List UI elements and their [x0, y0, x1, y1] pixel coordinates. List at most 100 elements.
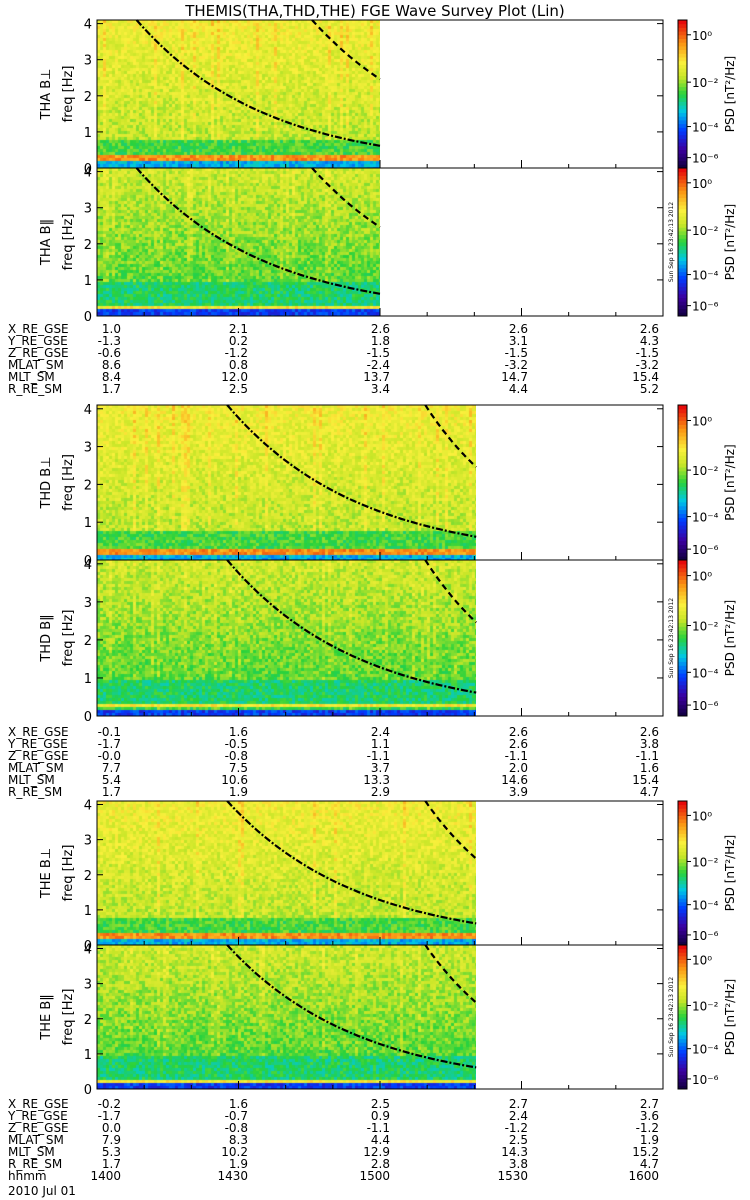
colorbar-step — [678, 540, 687, 545]
ephemeris-value: 1.8 — [370, 334, 390, 348]
ephemeris-value: 2.7 — [639, 1097, 659, 1111]
colorbar-step — [678, 945, 687, 950]
spectrogram-image — [97, 560, 476, 716]
ephemeris-value: 2.4 — [508, 1109, 528, 1123]
cyclotron-curve-2 — [424, 404, 477, 468]
y-tick-label: 3 — [84, 834, 92, 849]
colorbar-step — [678, 79, 687, 84]
ephemeris-value: 3.4 — [370, 382, 390, 396]
colorbar-step — [678, 455, 687, 460]
colorbar-step — [678, 1042, 687, 1047]
colorbar-step — [678, 891, 687, 896]
spectrogram-panel: 0 1 2 3 4 freq [Hz] THE B⊥ — [39, 799, 664, 954]
cyclotron-curve — [226, 800, 477, 925]
colorbar-step — [678, 153, 687, 158]
ephemeris-value: -1.2 — [224, 346, 248, 360]
colorbar-step — [678, 149, 687, 154]
colorbar-step — [678, 105, 687, 110]
colorbar-frame — [677, 559, 688, 717]
colorbar: 10⁰ 10⁻² 10⁻⁴ 10⁻⁶ PSD [nT²/Hz] Sun Sep 16 23… — [668, 559, 737, 717]
x-tick-label: 1600 — [628, 1169, 659, 1183]
y-tick-label: 3 — [84, 978, 92, 993]
colorbar-step — [678, 478, 687, 483]
colorbar-step — [678, 517, 687, 522]
colorbar-step — [678, 901, 687, 906]
ephemeris-value: 2.5 — [228, 382, 248, 396]
colorbar-step — [678, 119, 687, 125]
colorbar-step — [678, 665, 687, 670]
colorbar-step — [678, 1027, 687, 1032]
colorbar-label: PSD [nT²/Hz] — [723, 835, 737, 911]
ephemeris-value: 1.6 — [639, 761, 659, 775]
ephemeris-row-label: R_RE_SM — [8, 382, 63, 396]
panel-label: THA B⊥ — [39, 69, 54, 121]
y-tick-label: 2 — [84, 1013, 92, 1028]
colorbar-step — [678, 82, 687, 88]
colorbar-tick-label: 10⁻⁶ — [692, 152, 719, 166]
ephemeris-value: 2.8 — [370, 1157, 390, 1171]
colorbar-step — [678, 991, 687, 996]
colorbar: 10⁰ 10⁻² 10⁻⁴ 10⁻⁶ PSD [nT²/Hz] — [677, 404, 737, 561]
ephemeris-value: 2.5 — [370, 1097, 390, 1111]
colorbar-step — [678, 94, 687, 99]
colorbar: 10⁰ 10⁻² 10⁻⁴ 10⁻⁶ PSD [nT²/Hz] Sun Sep 16 23… — [668, 944, 737, 1090]
colorbar-step — [678, 948, 687, 953]
colorbar-tick-label: 10⁰ — [692, 415, 712, 429]
colorbar-step — [678, 1020, 687, 1025]
colorbar-step — [678, 548, 687, 553]
ephemeris-row-label: MLAT_SM — [8, 358, 64, 372]
ephemeris-row-label: Y_RE_GSE — [8, 737, 68, 751]
colorbar-step — [678, 436, 687, 441]
ephemeris-value: 3.9 — [508, 785, 528, 799]
colorbar-step — [678, 164, 687, 169]
y-tick-label: 1 — [84, 516, 92, 531]
colorbar-step — [678, 275, 687, 280]
colorbar-step — [678, 552, 687, 557]
colorbar-step — [678, 532, 687, 538]
colorbar-step — [678, 45, 687, 51]
colorbar-step — [678, 34, 687, 39]
colorbar-step — [678, 905, 687, 910]
ephemeris-value: 3.6 — [639, 1109, 659, 1123]
colorbar-step — [678, 595, 687, 600]
colorbar-step — [678, 626, 687, 631]
colorbar-step — [678, 97, 687, 102]
ephemeris-value: 2.6 — [508, 737, 528, 751]
colorbar-step — [678, 669, 687, 674]
colorbar-step — [678, 981, 687, 986]
panel-label: THE B‖ — [39, 994, 54, 1040]
colorbar-step — [678, 571, 687, 577]
colorbar-step — [678, 451, 687, 456]
ephemeris-value: 3.1 — [508, 334, 528, 348]
colorbar-step — [678, 610, 687, 616]
cyclotron-curve — [226, 559, 477, 694]
colorbar-step — [678, 521, 687, 526]
ephemeris-value: 4.4 — [370, 1133, 390, 1147]
colorbar-step — [678, 134, 687, 139]
ephemeris-value: 4.7 — [639, 1157, 659, 1171]
y-tick-label: 4 — [84, 943, 92, 958]
ephemeris-value: -3.2 — [635, 358, 659, 372]
colorbar-step — [678, 1024, 687, 1029]
colorbar-step — [678, 808, 687, 813]
colorbar-label: PSD [nT²/Hz] — [723, 444, 737, 520]
colorbar-step — [678, 494, 687, 499]
colorbar-step — [678, 1053, 687, 1058]
colorbar-step — [678, 60, 687, 65]
colorbar-step — [678, 216, 687, 221]
x-tick-label: 1530 — [497, 1169, 528, 1183]
colorbar-tick-label: 10⁰ — [692, 29, 712, 43]
ephemeris-value: -0.2 — [97, 1097, 121, 1111]
ephemeris-value: -1.3 — [97, 334, 121, 348]
ephemeris-value: 2.4 — [370, 725, 390, 739]
colorbar-step — [678, 408, 687, 414]
colorbar-step — [678, 90, 687, 95]
panel-label: THE B⊥ — [39, 848, 54, 899]
ephemeris-value: 2.6 — [508, 725, 528, 739]
colorbar-step — [678, 238, 687, 243]
ephemeris-row-label: X_RE_GSE — [8, 1097, 69, 1111]
colorbar-step — [678, 459, 687, 464]
colorbar-step — [678, 630, 687, 635]
colorbar-step — [678, 53, 687, 58]
colorbar-frame — [677, 944, 688, 1090]
